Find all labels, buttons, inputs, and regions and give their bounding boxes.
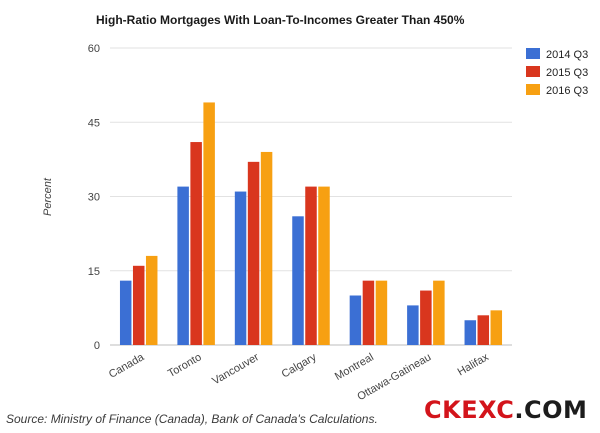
x-tick-label: Canada — [107, 351, 147, 381]
bar — [177, 186, 189, 345]
legend: 2014 Q3 2015 Q3 2016 Q3 — [526, 48, 588, 97]
bar — [362, 280, 375, 345]
x-tick-label: Calgary — [280, 351, 319, 381]
y-tick-label: 15 — [88, 266, 100, 278]
bar — [318, 186, 330, 345]
bar — [119, 280, 132, 345]
x-tick-label: Halifax — [456, 351, 492, 378]
bar — [477, 315, 490, 345]
y-tick-label: 45 — [88, 117, 100, 129]
y-axis-ticks: 0 15 30 45 60 — [88, 43, 100, 352]
bar — [292, 216, 304, 345]
logo-text-domain: .COM — [514, 396, 588, 424]
chart-title: High-Ratio Mortgages With Loan-To-Income… — [96, 13, 465, 27]
bar — [420, 290, 432, 345]
x-tick-label: Montreal — [333, 351, 376, 383]
legend-label: 2014 Q3 — [546, 49, 588, 61]
bar — [247, 161, 260, 345]
logo-text-main: CKEXC — [424, 396, 515, 424]
y-axis-label: Percent — [42, 177, 54, 216]
bar — [203, 102, 215, 345]
y-tick-label: 0 — [94, 340, 100, 352]
site-logo: CKEXC.COM — [424, 396, 587, 424]
bar — [375, 280, 388, 345]
bar — [464, 320, 477, 345]
legend-label: 2015 Q3 — [546, 67, 588, 79]
legend-swatch — [526, 66, 540, 77]
bar — [132, 265, 145, 345]
legend-swatch — [526, 84, 540, 95]
legend-label: 2016 Q3 — [546, 85, 588, 97]
x-tick-label: Vancouver — [210, 351, 261, 387]
bar — [260, 151, 273, 345]
bar — [234, 191, 247, 345]
bar — [349, 295, 362, 345]
bar — [433, 280, 445, 345]
bar — [305, 186, 317, 345]
bar — [407, 305, 419, 345]
bars — [119, 102, 503, 345]
x-tick-label: Toronto — [166, 351, 204, 380]
source-note: Source: Ministry of Finance (Canada), Ba… — [6, 412, 378, 426]
bar — [490, 310, 503, 345]
bar — [190, 142, 202, 345]
bar — [145, 255, 158, 345]
legend-swatch — [526, 48, 540, 59]
y-tick-label: 30 — [88, 192, 100, 204]
y-tick-label: 60 — [88, 43, 100, 55]
